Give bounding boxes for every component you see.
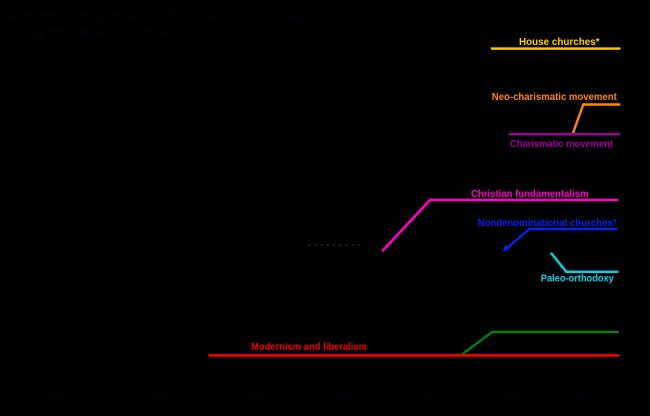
svg-text:Selected developments in Prote: Selected developments in Protestant Chri…	[3, 8, 306, 23]
svg-text:1920: 1920	[148, 390, 168, 400]
svg-text:1940: 1940	[243, 390, 263, 400]
svg-text:House churches*: House churches*	[519, 37, 600, 48]
svg-text:1900: 1900	[47, 390, 67, 400]
svg-text:Nondenominational churches*: Nondenominational churches*	[478, 218, 617, 229]
svg-text:1960: 1960	[334, 390, 354, 400]
svg-text:during the twentieth century: during the twentieth century	[3, 24, 179, 39]
svg-text:2000: 2000	[499, 390, 519, 400]
svg-text:1980: 1980	[417, 390, 437, 400]
svg-text:Charismatic movement: Charismatic movement	[510, 139, 614, 150]
svg-text:Christian fundamentalism: Christian fundamentalism	[471, 189, 589, 200]
svg-text:Modernism and liberalism: Modernism and liberalism	[251, 342, 367, 353]
svg-text:present: present	[566, 390, 599, 400]
svg-text:Paleo-orthodoxy: Paleo-orthodoxy	[541, 274, 614, 285]
svg-text:Neo-charismatic movement: Neo-charismatic movement	[492, 92, 618, 103]
